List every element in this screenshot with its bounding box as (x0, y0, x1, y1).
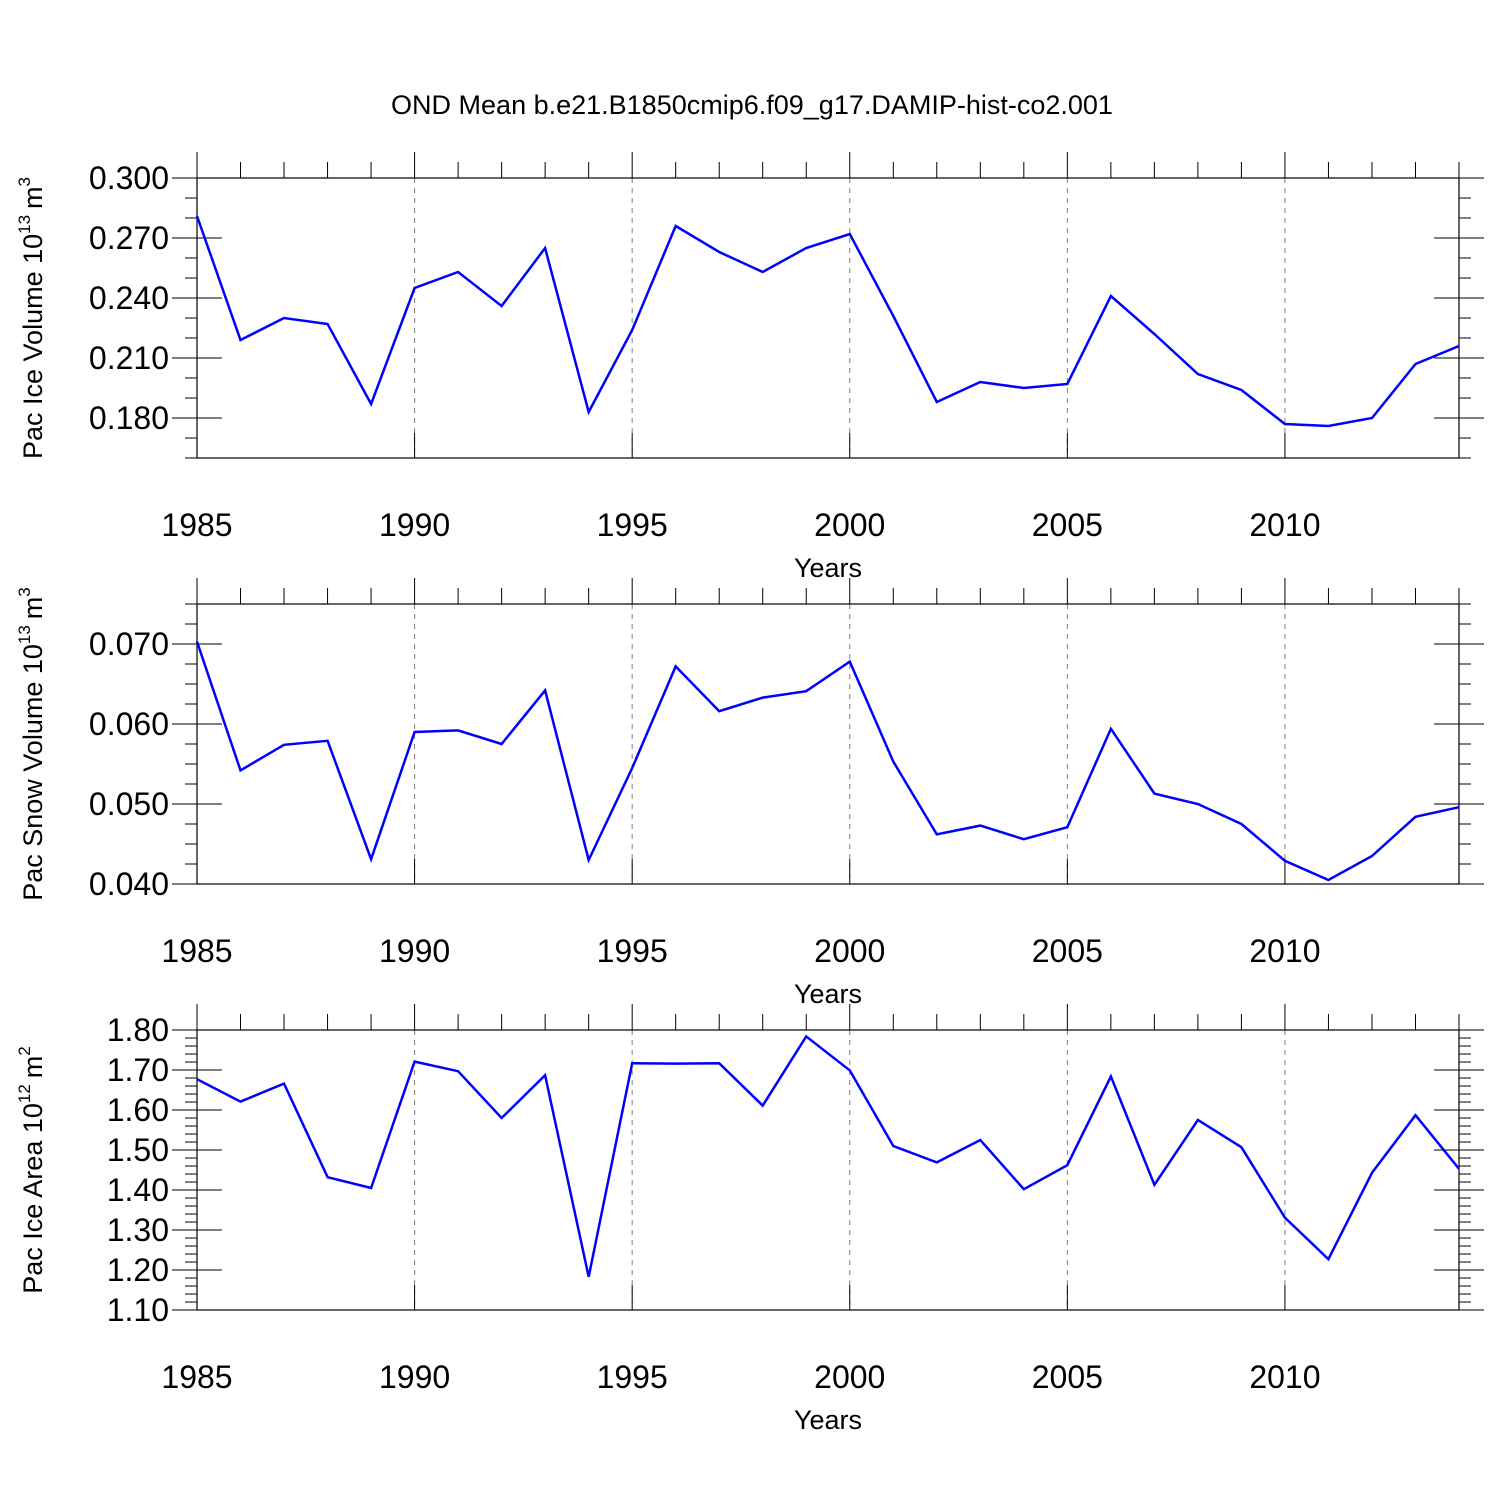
x-tick-label: 1995 (597, 933, 668, 969)
y-axis-label-unit: m (18, 186, 48, 209)
series-line (195, 215, 1460, 428)
y-tick-label: 0.300 (89, 160, 169, 196)
y-tick-label: 0.060 (89, 706, 169, 742)
y-axis-label-unit: m (18, 597, 48, 620)
y-axis-label: Pac Ice Volume 1013 m3 (15, 177, 48, 459)
y-tick-label: 1.80 (107, 1012, 169, 1048)
series-line (195, 641, 1460, 882)
x-tick-label: 1990 (379, 507, 450, 543)
x-axis-label: Years (794, 1405, 862, 1435)
x-tick-label: 2005 (1032, 1359, 1103, 1395)
y-axis-label: Pac Snow Volume 1013 m3 (15, 587, 48, 901)
y-tick-label: 1.40 (107, 1172, 169, 1208)
y-axis-label-main: Pac Ice Area 10 (18, 1103, 48, 1294)
plot-frame (196, 603, 1460, 885)
x-tick-label: 1990 (379, 933, 450, 969)
panels-group: 0.180 0.210 0.240 0.270 0.300 1985 1990 1995 200… (15, 152, 1484, 1435)
plot-frame (196, 177, 1460, 459)
x-tick-label: 2010 (1249, 933, 1320, 969)
x-tick-label: 1985 (161, 1359, 232, 1395)
y-axis-label-exponent: 13 (15, 625, 34, 644)
x-tick-label: 1985 (161, 507, 232, 543)
y-tick-label: 0.040 (89, 866, 169, 902)
x-tick-label: 2010 (1249, 507, 1320, 543)
y-tick-label: 1.10 (107, 1292, 169, 1328)
x-tick-label: 1990 (379, 1359, 450, 1395)
x-tick-label: 2005 (1032, 507, 1103, 543)
x-tick-label: 2010 (1249, 1359, 1320, 1395)
x-tick-label: 1995 (597, 507, 668, 543)
figure-title: OND Mean b.e21.B1850cmip6.f09_g17.DAMIP-… (391, 90, 1113, 120)
x-tick-label: 2000 (814, 507, 885, 543)
y-axis-label: Pac Ice Area 1012 m2 (15, 1046, 48, 1294)
y-tick-label: 1.50 (107, 1132, 169, 1168)
y-axis-label-unit-exponent: 2 (15, 1046, 34, 1055)
y-tick-label: 0.270 (89, 220, 169, 256)
y-tick-label: 1.30 (107, 1212, 169, 1248)
y-axis-label-exponent: 13 (15, 215, 34, 234)
x-axis-label: Years (794, 979, 862, 1009)
y-tick-label: 1.60 (107, 1092, 169, 1128)
y-axis-label-main: Pac Ice Volume 10 (18, 234, 48, 459)
y-tick-label: 0.180 (89, 400, 169, 436)
y-tick-label: 1.70 (107, 1052, 169, 1088)
y-tick-label: 1.20 (107, 1252, 169, 1288)
plot-frame (196, 1029, 1460, 1311)
x-axis-label: Years (794, 553, 862, 583)
chart-panel-2: 0.040 0.050 0.060 0.070 1985 1990 1995 2000 2005… (15, 578, 1484, 1009)
chart-panel-3: 1.10 1.20 1.30 1.40 1.50 1.60 1.70 1.80 1985 1990… (15, 1004, 1484, 1435)
y-tick-label: 0.070 (89, 626, 169, 662)
y-axis-label-exponent: 12 (15, 1084, 34, 1103)
series-line (196, 1034, 1460, 1278)
y-tick-label: 0.210 (89, 340, 169, 376)
x-tick-label: 1985 (161, 933, 232, 969)
x-tick-label: 2000 (814, 933, 885, 969)
y-tick-label: 0.050 (89, 786, 169, 822)
y-axis-label-main: Pac Snow Volume 10 (18, 644, 48, 901)
y-axis-label-unit-exponent: 3 (15, 587, 34, 596)
y-tick-label: 0.240 (89, 280, 169, 316)
y-axis-label-unit-exponent: 3 (15, 177, 34, 186)
x-tick-label: 2005 (1032, 933, 1103, 969)
x-tick-label: 1995 (597, 1359, 668, 1395)
x-tick-label: 2000 (814, 1359, 885, 1395)
chart-panel-1: 0.180 0.210 0.240 0.270 0.300 1985 1990 1995 200… (15, 152, 1484, 583)
y-axis-label-unit: m (18, 1056, 48, 1079)
